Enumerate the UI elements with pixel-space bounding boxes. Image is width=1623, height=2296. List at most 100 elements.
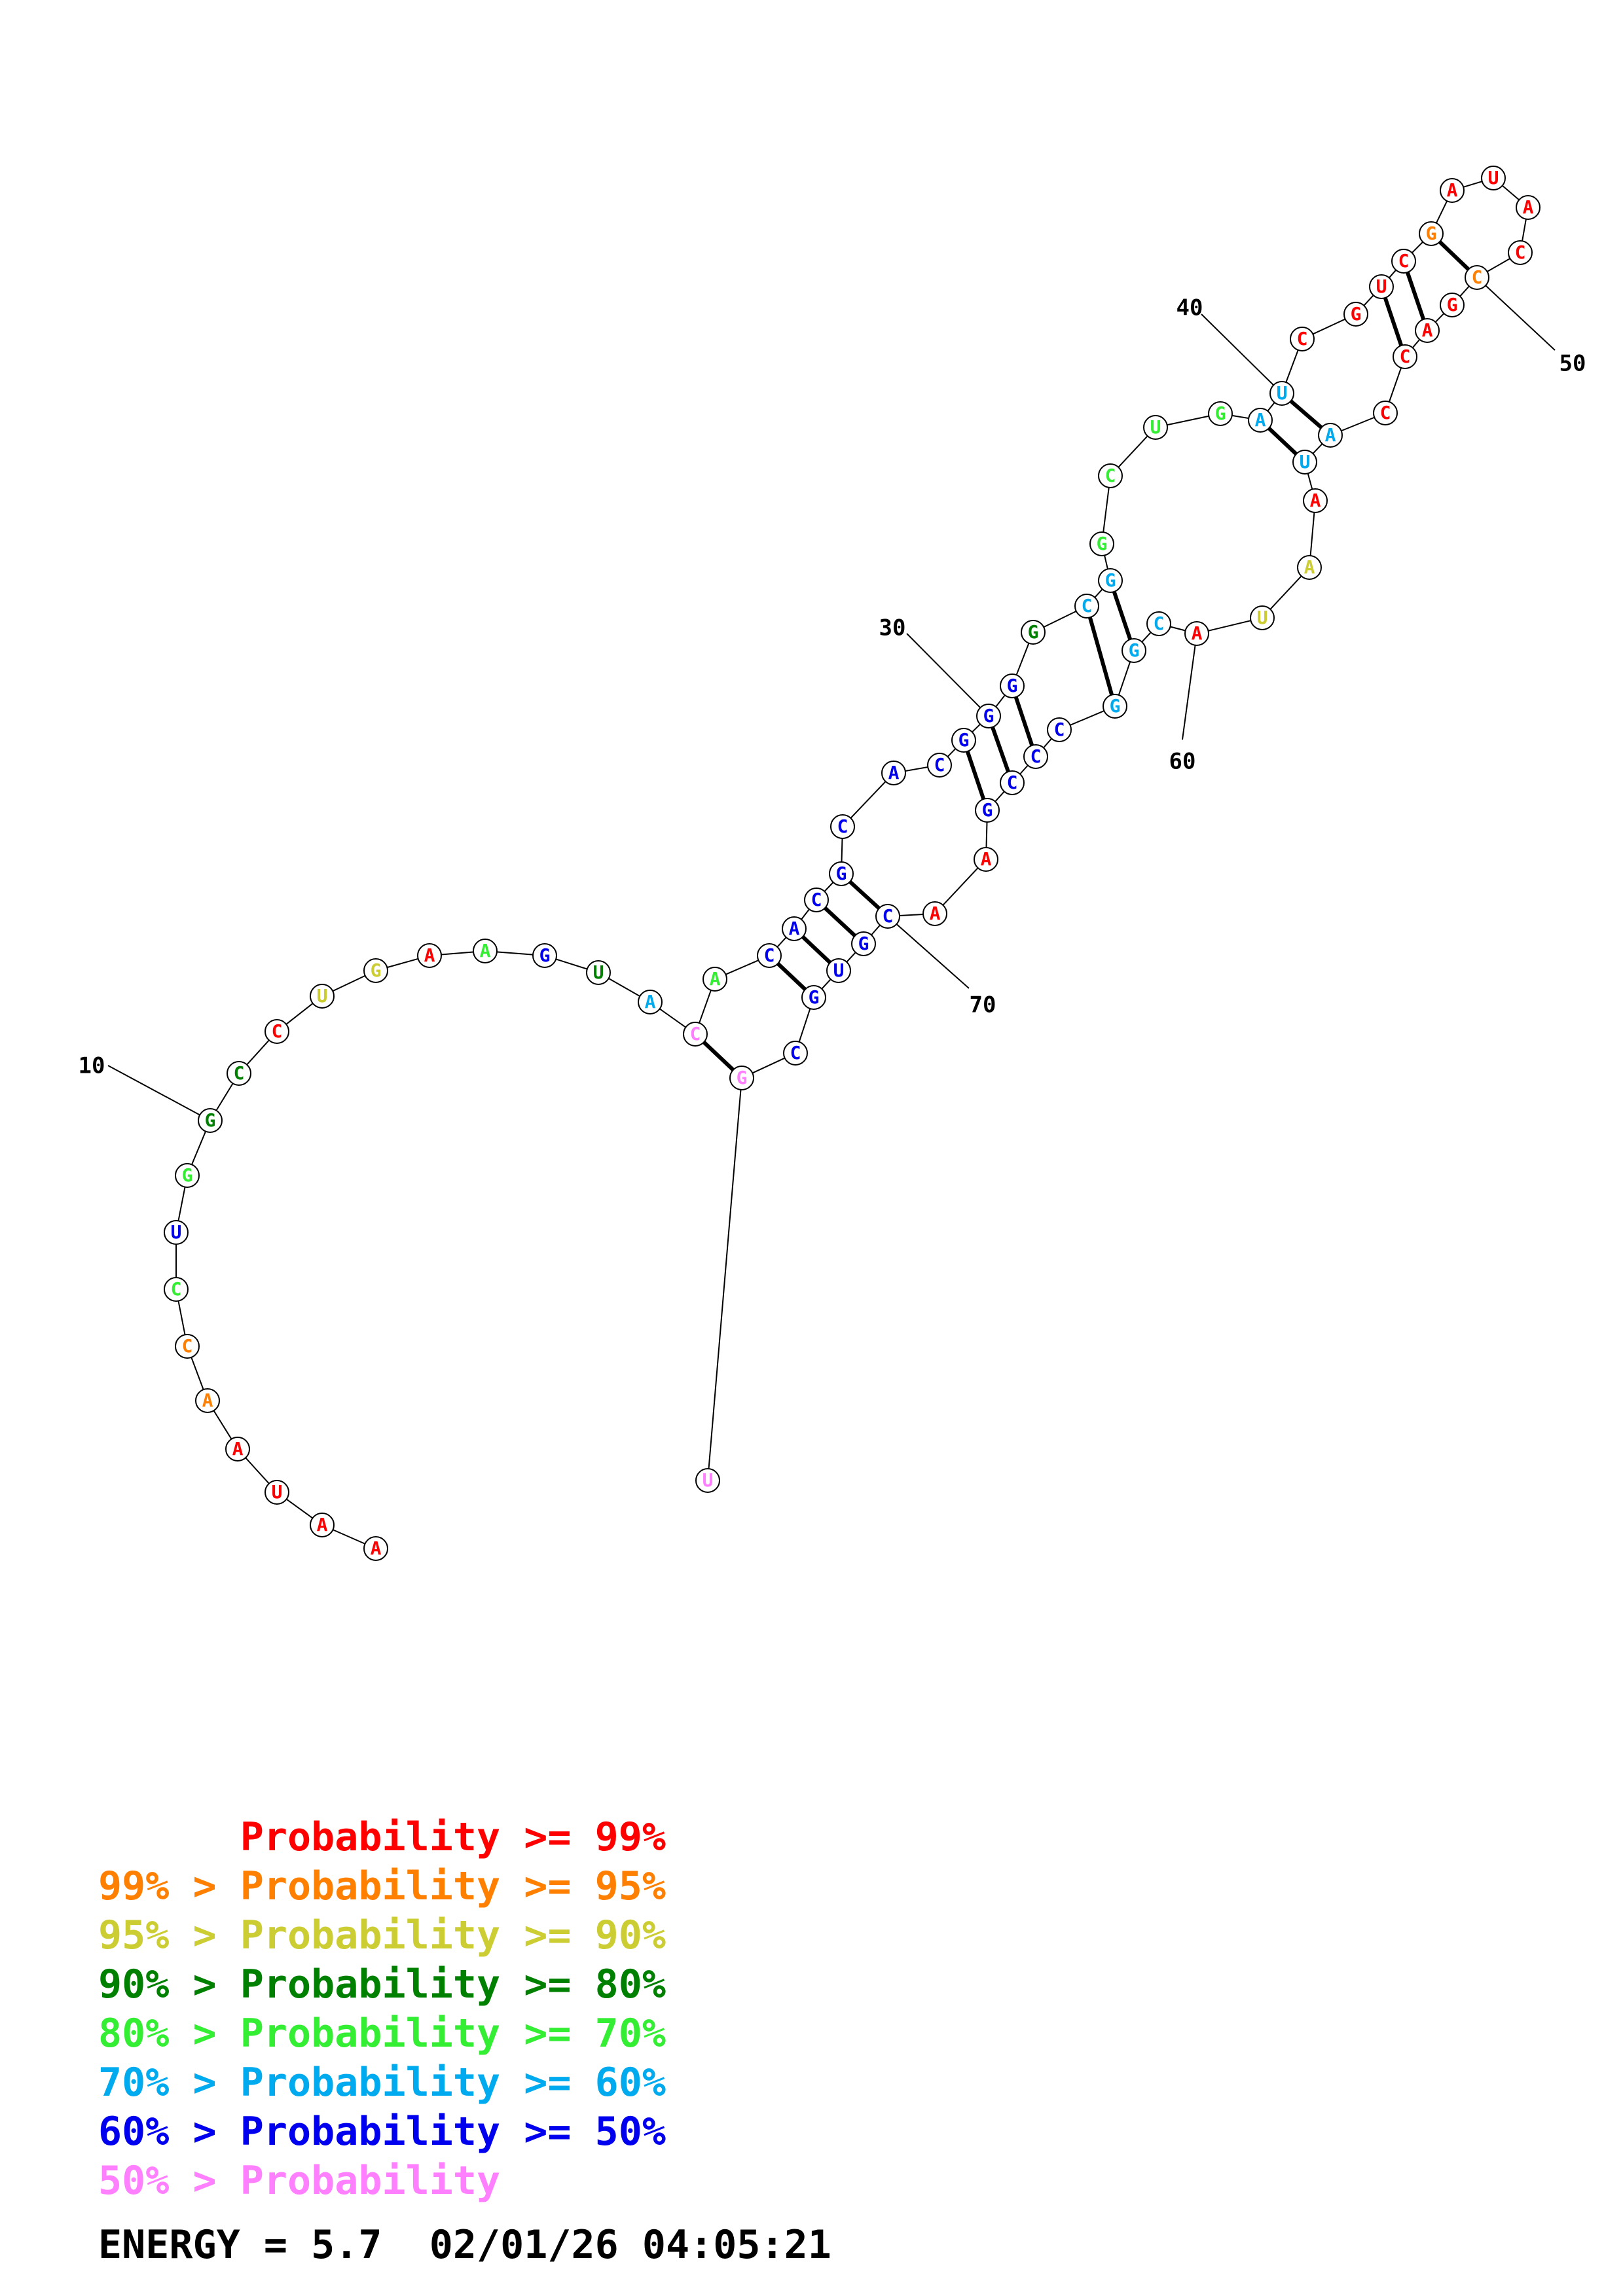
nucleotide: C (1465, 265, 1489, 290)
nucleotide-circle (1318, 423, 1343, 448)
nucleotide: C (804, 888, 829, 912)
nucleotide: A (1440, 178, 1465, 203)
nucleotide-circle (1047, 717, 1072, 742)
legend-row: 99% > Probability >= 95% (98, 1862, 666, 1911)
nucleotide: C (175, 1334, 200, 1359)
probability-legend: Probability >= 99% 99% > Probability >= 9… (98, 1813, 666, 2206)
nucleotide-letter: A (317, 1514, 328, 1535)
nucleotide-letter: A (930, 903, 941, 924)
nucleotide-letter: C (690, 1023, 701, 1045)
nucleotide-circle (264, 1019, 289, 1044)
backbone-segment (1103, 487, 1110, 533)
nucleotide-letter: G (983, 705, 994, 726)
nucleotide-letter: C (1398, 250, 1410, 272)
nucleotide-circle (1143, 415, 1168, 440)
nucleotide-circle (1000, 770, 1025, 795)
nucleotide: C (1000, 770, 1025, 795)
base-pair-bond (776, 962, 807, 991)
base-pair-bond (801, 935, 831, 964)
nucleotide-circle (586, 960, 611, 985)
nucleotide-letter: C (790, 1042, 801, 1064)
nucleotide: C (783, 1041, 808, 1066)
nucleotide-letter: A (888, 762, 900, 783)
nucleotide-letter: A (1304, 556, 1315, 578)
nucleotide-circle (1373, 401, 1398, 425)
nucleotide-circle (310, 984, 335, 1009)
backbone-segment (1118, 661, 1131, 696)
position-number: 10 (79, 1053, 105, 1079)
nucleotide-circle (638, 990, 663, 1014)
nucleotide: C (1508, 240, 1533, 265)
backbone-segment (972, 723, 981, 733)
base-pair-bond (1383, 297, 1404, 346)
nucleotide-letter: A (1523, 196, 1534, 218)
nucleotide-circle (1103, 694, 1127, 719)
nucleotide-letter: A (645, 991, 656, 1013)
base-pair-bond (1087, 617, 1114, 696)
position-labels: 10 30 40 50 60 70 (79, 285, 1586, 1116)
nucleotide: A (363, 1536, 388, 1561)
position-leader-line (1201, 314, 1274, 386)
nucleotide-letter: U (1150, 416, 1161, 438)
nucleotide: U (1250, 605, 1275, 630)
nucleotide-circle (695, 1468, 720, 1493)
nucleotide-letter: G (737, 1067, 748, 1088)
nucleotide: C (227, 1061, 251, 1086)
position-number: 50 (1559, 351, 1586, 377)
backbone-segment (1019, 764, 1029, 775)
backbone-segment (1363, 295, 1374, 306)
position-number: 60 (1169, 749, 1196, 775)
nucleotide: U (1292, 450, 1317, 475)
backbone-segment (332, 975, 366, 992)
nucleotide-circle (164, 1277, 189, 1302)
backbone-segment (191, 1357, 204, 1390)
nucleotide-letter: C (1297, 328, 1308, 350)
backbone-segment (699, 990, 712, 1024)
nucleotide: C (1391, 249, 1416, 274)
legend-row: Probability >= 99% (98, 1813, 666, 1862)
backbone-segment (846, 952, 856, 963)
nucleotide-letter: C (837, 816, 848, 837)
nucleotide-letter: C (811, 889, 822, 910)
nucleotide-circle (1021, 620, 1046, 645)
nucleotide-circle (826, 958, 851, 983)
nucleotide-circle (1074, 594, 1099, 619)
nucleotide: C (164, 1277, 189, 1302)
position-leader-line (1182, 645, 1196, 740)
nucleotide: G (1419, 221, 1444, 246)
backbone-segment (496, 951, 534, 956)
backbone-segment (1459, 285, 1470, 297)
nucleotide-letter: G (1110, 695, 1121, 717)
backbone-segment (1015, 643, 1030, 675)
nucleotide: G (1089, 531, 1114, 556)
base-pair-bond (1267, 427, 1298, 456)
nucleotide: U (1369, 274, 1394, 299)
nucleotide-letter: A (202, 1390, 213, 1411)
backbone-segment (821, 978, 831, 990)
nucleotide-circle (473, 939, 498, 963)
backbone-segment (191, 1131, 207, 1165)
nucleotide: A (782, 916, 807, 941)
nucleotide-letter: G (858, 933, 869, 954)
nucleotide: C (927, 753, 952, 778)
nucleotide-letter: G (1105, 569, 1116, 591)
nucleotide: A (473, 939, 498, 963)
base-pair-bond (702, 1041, 735, 1071)
backbone-segment (1094, 588, 1103, 598)
legend-prefix: 70% > (98, 2060, 240, 2106)
nucleotide: G (976, 704, 1001, 728)
nucleotide: U (586, 960, 611, 985)
nucleotide: U (1481, 166, 1506, 190)
nucleotide: A (974, 847, 998, 872)
nucleotide: C (1047, 717, 1072, 742)
backbone-segment (841, 838, 843, 863)
legend-prefix: 60% > (98, 2109, 240, 2155)
nucleotide-letter: A (710, 968, 721, 990)
nucleotide-circle (1023, 744, 1048, 769)
nucleotide-circle (227, 1061, 251, 1086)
backbone-segment (1435, 200, 1448, 224)
backbone-segment (1309, 512, 1315, 556)
legend-label: Probability (240, 2158, 501, 2204)
nucleotide-circle (175, 1334, 200, 1359)
nucleotide-circle (1297, 555, 1322, 580)
